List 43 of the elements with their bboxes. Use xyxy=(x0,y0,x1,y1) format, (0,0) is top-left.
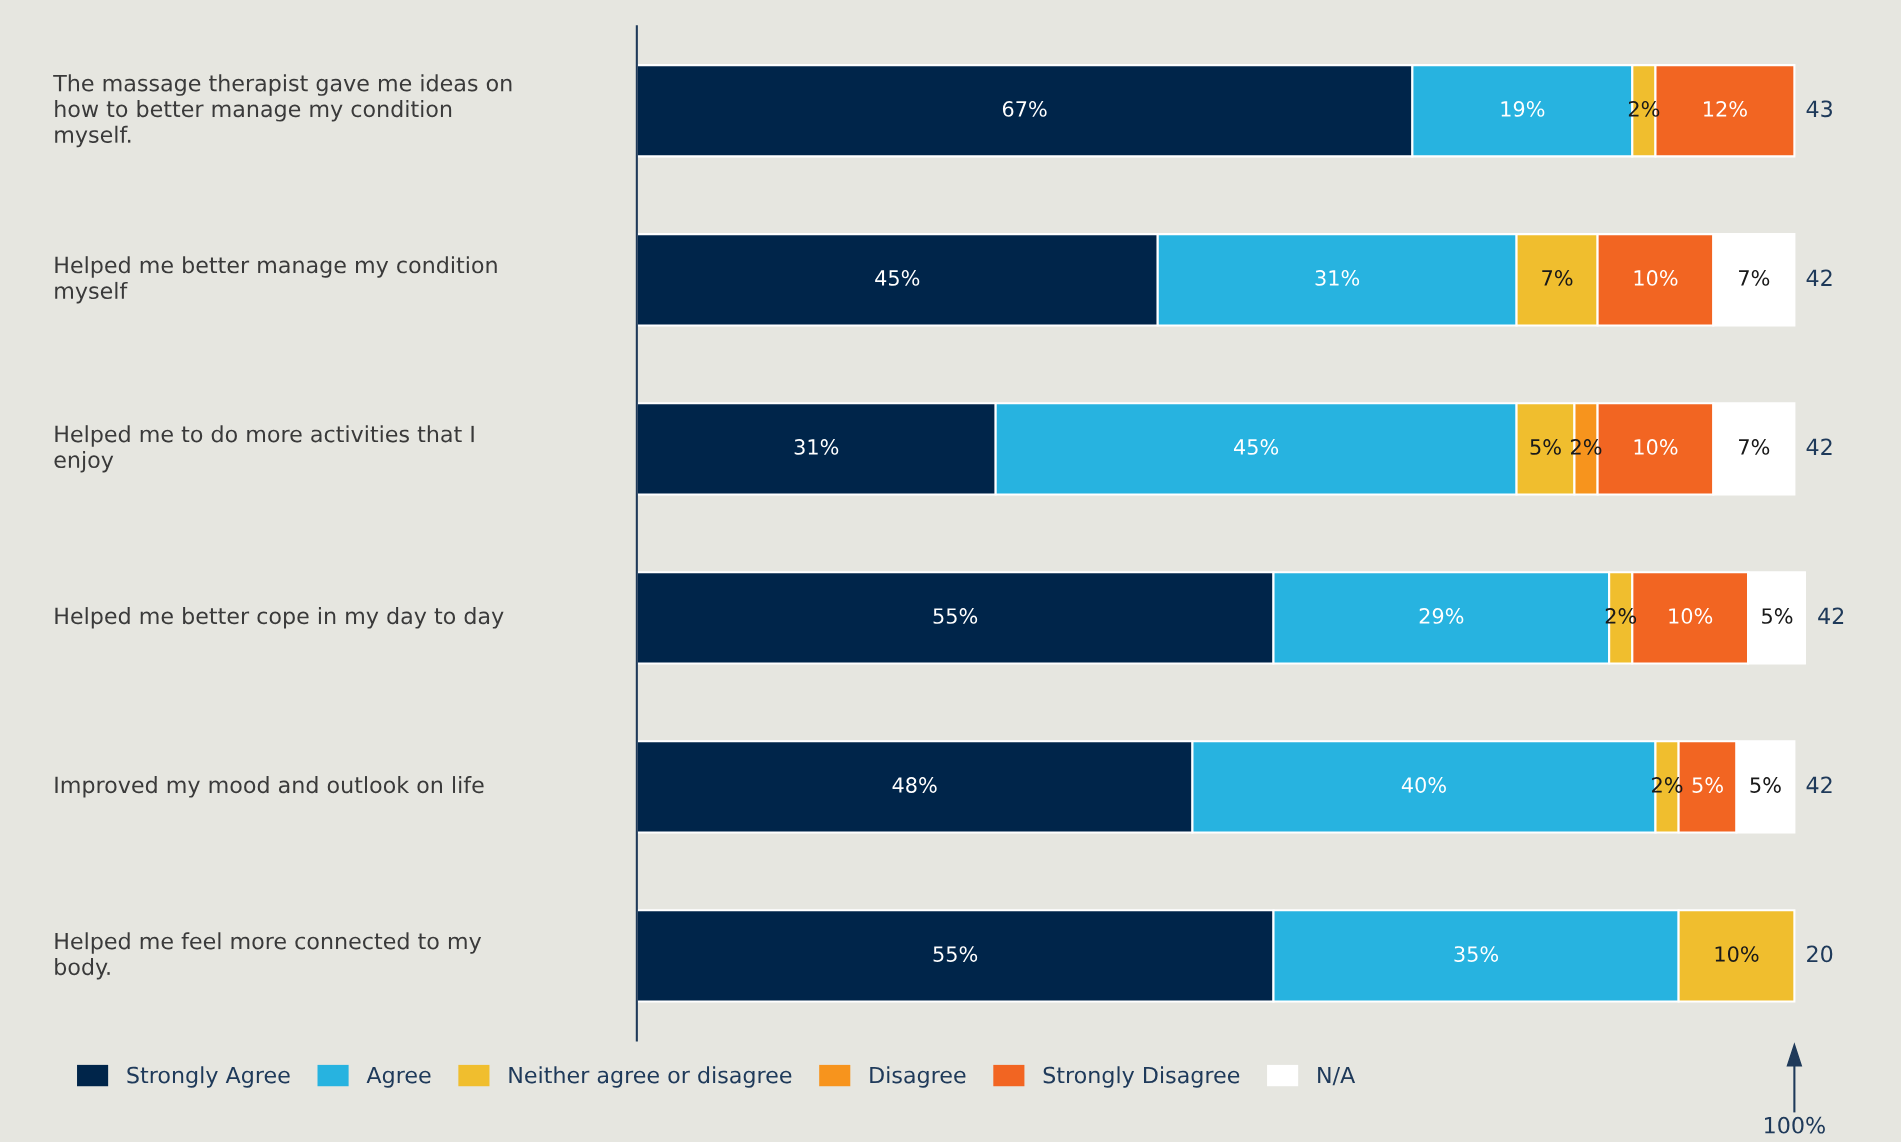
data-label: 40% xyxy=(1401,777,1446,793)
text: 42 xyxy=(1818,607,1844,624)
text: 42 xyxy=(1806,776,1832,793)
text: 20 xyxy=(1807,945,1833,963)
data-label: 45% xyxy=(875,270,920,286)
y-tick-label: Improved my mood and outlook on life xyxy=(55,776,484,798)
data-label: 10% xyxy=(1669,608,1713,624)
data-label: 35% xyxy=(1454,946,1499,962)
data-label: 10% xyxy=(1715,946,1759,962)
data-label: 31% xyxy=(794,439,839,455)
y-tick-label: Helped me to do more activities that I enjoy xyxy=(54,425,474,473)
legend-label: Strongly Disagree xyxy=(1043,1066,1240,1088)
data-label: 12% xyxy=(1704,101,1747,117)
data-label: 67% xyxy=(1002,101,1047,117)
text: 42 xyxy=(1806,269,1832,286)
text: 42 xyxy=(1806,438,1832,455)
legend-label: N/A xyxy=(1318,1066,1356,1086)
data-label: 7% xyxy=(1739,270,1770,286)
data-label: 10% xyxy=(1634,439,1678,455)
data-label: 19% xyxy=(1501,101,1545,117)
data-label: 55% xyxy=(933,608,978,624)
data-label: 5% xyxy=(1692,777,1723,793)
annotation: 100% xyxy=(1765,1116,1825,1134)
data-label: 55% xyxy=(933,946,978,962)
data-label: 5% xyxy=(1530,439,1561,455)
data-label: 45% xyxy=(1233,439,1279,455)
y-tick-label: Helped me feel more connected to my body. xyxy=(55,932,482,980)
y-tick-label: Helped me better cope in my day to day xyxy=(55,607,504,629)
data-label: 48% xyxy=(892,777,937,793)
y-tick-label: The massage therapist gave me ideas on how to better manage my condition myself. xyxy=(53,74,512,148)
text: 43 xyxy=(1806,100,1832,118)
data-label: 7% xyxy=(1542,270,1573,286)
legend-label: Disagree xyxy=(870,1066,966,1088)
legend-label: Neither agree or disagree xyxy=(509,1066,792,1088)
legend-label: Strongly Agree xyxy=(127,1066,290,1088)
data-label: 7% xyxy=(1739,439,1770,455)
data-label: 10% xyxy=(1634,270,1678,286)
data-label: 29% xyxy=(1419,608,1464,624)
legend-label: Agree xyxy=(366,1066,431,1088)
data-label: 5% xyxy=(1762,608,1793,624)
y-tick-label: Helped me better manage my condition myself xyxy=(55,256,497,304)
data-label: 31% xyxy=(1315,270,1360,286)
data-label: 5% xyxy=(1750,777,1781,793)
